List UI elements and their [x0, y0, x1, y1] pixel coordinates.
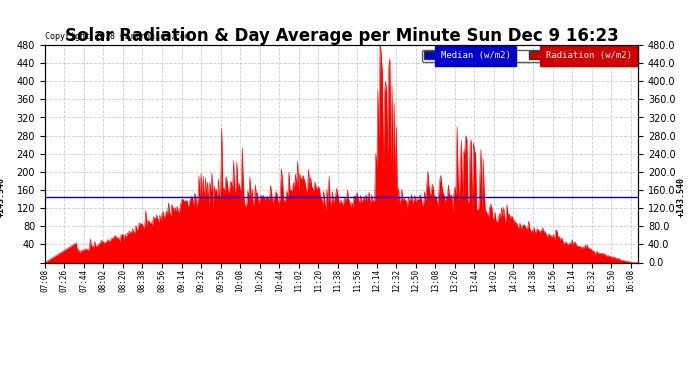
Title: Solar Radiation & Day Average per Minute Sun Dec 9 16:23: Solar Radiation & Day Average per Minute… — [65, 27, 618, 45]
Text: +143.540: +143.540 — [0, 177, 6, 218]
Text: +143.540: +143.540 — [677, 177, 686, 218]
Legend: Median (w/m2), Radiation (w/m2): Median (w/m2), Radiation (w/m2) — [422, 50, 633, 62]
Text: Copyright 2018 Cartronics.com: Copyright 2018 Cartronics.com — [45, 32, 190, 41]
